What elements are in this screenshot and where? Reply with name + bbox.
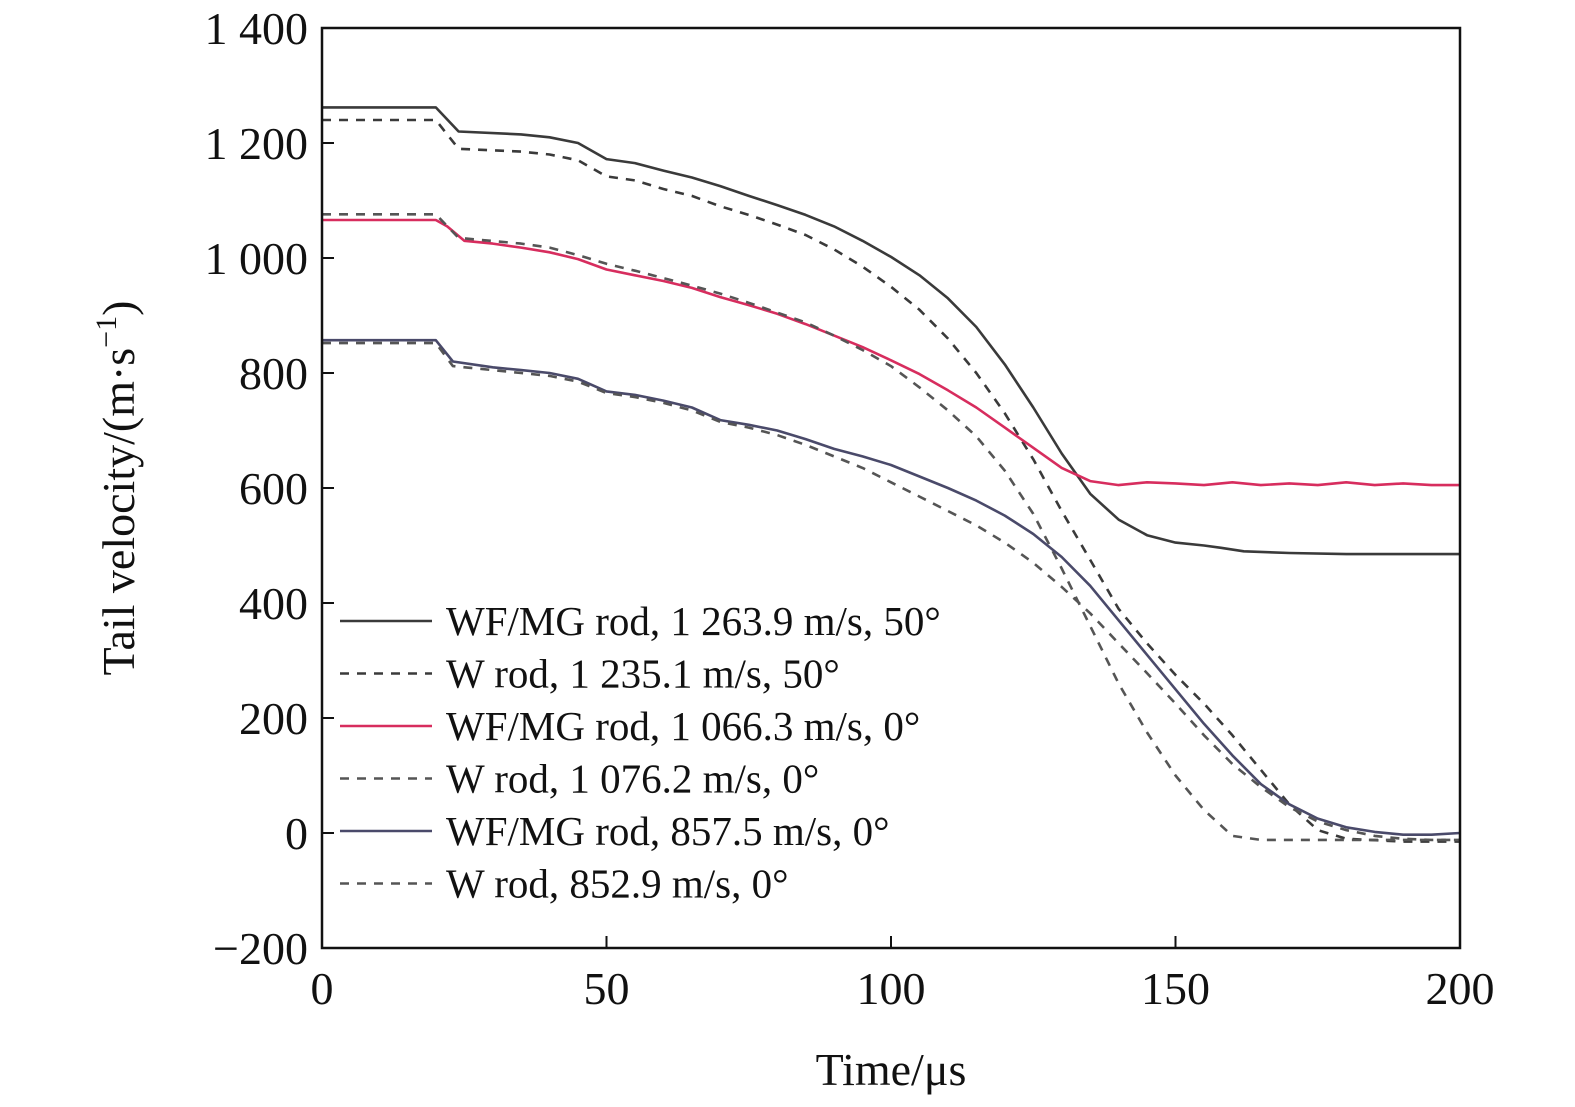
x-tick-label: 150 bbox=[1141, 963, 1210, 1014]
y-axis-title-close: ) bbox=[93, 301, 144, 316]
x-tick-label: 50 bbox=[584, 963, 630, 1014]
y-tick-label: 600 bbox=[239, 463, 308, 514]
series-line-3 bbox=[322, 218, 1460, 487]
series-line-6 bbox=[322, 341, 1460, 842]
x-tick-label: 100 bbox=[857, 963, 926, 1014]
y-tick-label: 1 200 bbox=[205, 118, 309, 169]
x-tick-label: 200 bbox=[1426, 963, 1495, 1014]
x-tick-label: 0 bbox=[311, 963, 334, 1014]
y-tick-label: 1 400 bbox=[205, 3, 309, 54]
y-axis-title: Tail velocity/(m·s−1) bbox=[90, 301, 144, 676]
x-axis-title: Time/μs bbox=[816, 1044, 967, 1095]
legend-label-1: WF/MG rod, 1 263.9 m/s, 50° bbox=[446, 598, 941, 644]
plot-series bbox=[322, 106, 1461, 843]
legend-label-4: W rod, 1 076.2 m/s, 0° bbox=[446, 756, 819, 802]
y-axis-title-main: Tail velocity/(m·s bbox=[93, 348, 144, 676]
legend: WF/MG rod, 1 263.9 m/s, 50° W rod, 1 235.… bbox=[340, 598, 941, 907]
legend-label-6: W rod, 852.9 m/s, 0° bbox=[446, 861, 789, 907]
y-tick-label: 1 000 bbox=[205, 233, 309, 284]
y-tick-label: −200 bbox=[213, 923, 308, 974]
y-axis-title-unit-exponent: −1 bbox=[90, 316, 123, 348]
y-tick-label: 400 bbox=[239, 578, 308, 629]
y-tick-label: 800 bbox=[239, 348, 308, 399]
legend-label-3: WF/MG rod, 1 066.3 m/s, 0° bbox=[446, 703, 920, 749]
x-axis: 0 50 100 150 200 bbox=[311, 936, 1495, 1014]
series-line-4 bbox=[322, 213, 1460, 842]
legend-label-5: WF/MG rod, 857.5 m/s, 0° bbox=[446, 808, 890, 854]
legend-label-2: W rod, 1 235.1 m/s, 50° bbox=[446, 651, 840, 697]
series-line-2 bbox=[322, 118, 1460, 843]
y-axis: −200 0 200 400 600 800 1 000 1 200 1 400 bbox=[205, 3, 334, 974]
series-line-5 bbox=[322, 338, 1461, 836]
y-tick-label: 200 bbox=[239, 693, 308, 744]
series-line-1 bbox=[322, 106, 1460, 556]
y-tick-label: 0 bbox=[285, 808, 308, 859]
